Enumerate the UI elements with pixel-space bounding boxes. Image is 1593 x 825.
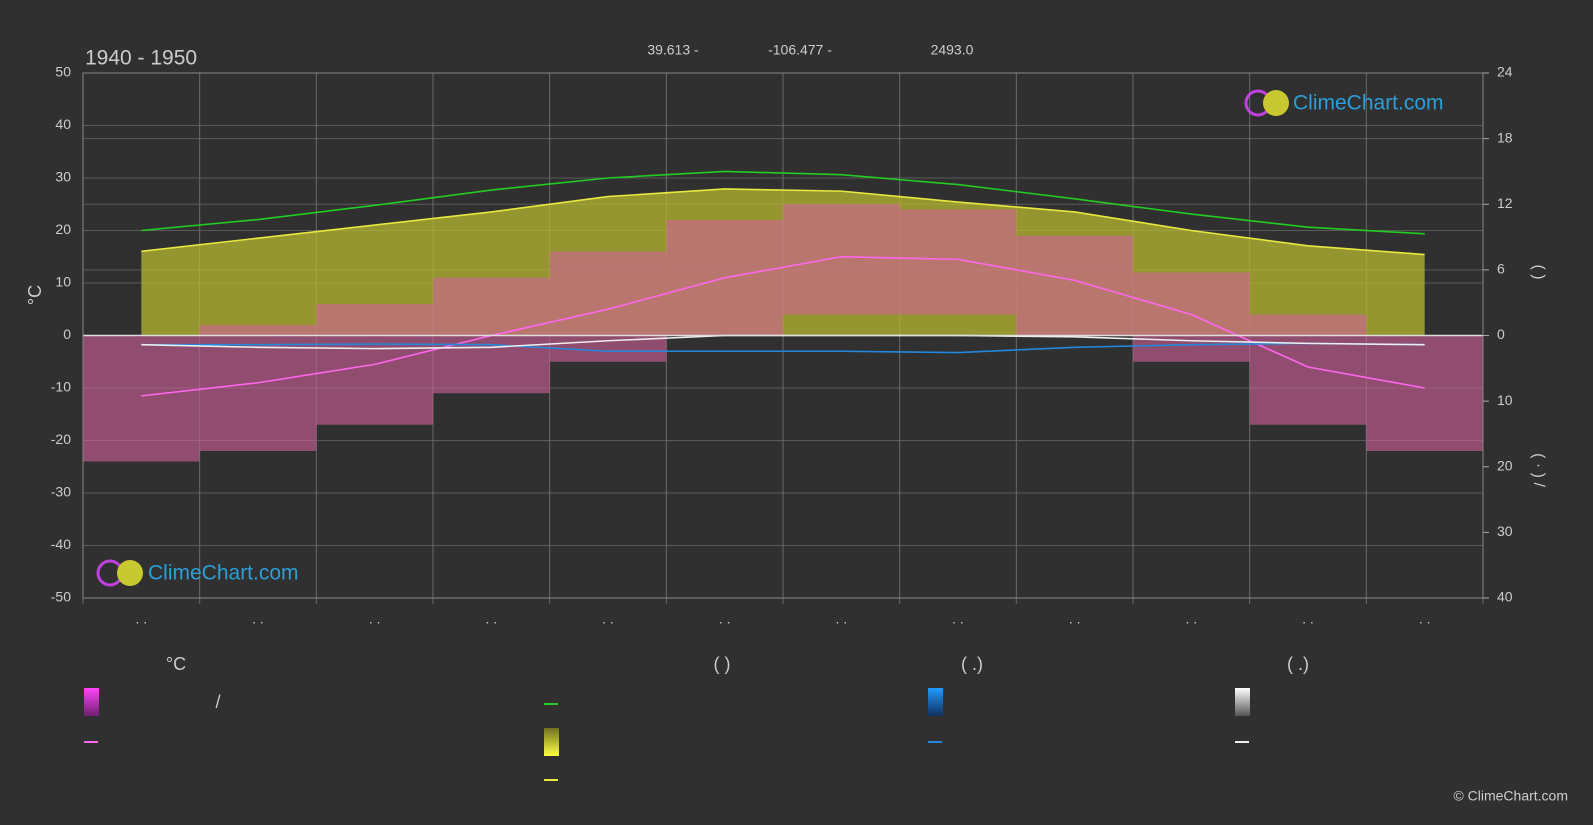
legend-swatch	[928, 688, 943, 716]
y-axis-label: °C	[25, 285, 45, 305]
y-tick-label: -40	[51, 536, 71, 552]
series-line	[141, 188, 1425, 256]
longitude: -106.477 -	[768, 42, 832, 58]
x-tick-label: . .	[1419, 611, 1431, 627]
legend-header: ( )	[714, 654, 731, 674]
latitude: 39.613 -	[647, 42, 699, 58]
y-tick-label: 20	[55, 221, 71, 237]
logo-text: ClimeChart.com	[148, 562, 299, 585]
temperature-range	[899, 209, 1017, 315]
y-tick-label: 50	[55, 64, 71, 80]
y3-tick-label: 20	[1497, 457, 1513, 473]
plot-area	[82, 72, 1484, 604]
series-line	[141, 170, 1425, 235]
y-tick-label: 30	[55, 169, 71, 185]
x-tick-label: . .	[252, 611, 264, 627]
y-tick-label: -30	[51, 484, 71, 500]
x-tick-label: . .	[1302, 611, 1314, 627]
x-tick-label: . .	[135, 611, 147, 627]
series-line	[141, 255, 1425, 397]
temperature-range	[783, 204, 900, 315]
y2-tick-label: 18	[1497, 129, 1513, 145]
x-tick-label: . .	[952, 611, 964, 627]
logo-text: ClimeChart.com	[1293, 92, 1444, 115]
y2-tick-label: 0	[1497, 326, 1505, 342]
chart-title: 1940 - 1950	[85, 47, 197, 70]
x-tick-label: . .	[369, 611, 381, 627]
x-tick-label: . .	[1185, 611, 1197, 627]
y2-tick-label: 24	[1497, 64, 1513, 80]
legend-header: ( .)	[1287, 654, 1309, 674]
y3-tick-label: 30	[1497, 523, 1513, 539]
y-tick-label: -10	[51, 379, 71, 395]
x-tick-label: . .	[719, 611, 731, 627]
temperature-range	[83, 335, 200, 462]
temperature-range	[1366, 335, 1483, 451]
temperature-range	[1016, 235, 1133, 336]
legend-swatch	[84, 688, 99, 716]
y-tick-label: 0	[63, 326, 71, 342]
legend-header: ( .)	[961, 654, 983, 674]
x-tick-label: . .	[1069, 611, 1081, 627]
legend-note: /	[215, 692, 220, 712]
legend: °C ( ) ( .) ( .) /	[84, 654, 1309, 781]
elevation: 2493.0	[931, 42, 974, 58]
temperature-range	[1133, 272, 1250, 362]
copyright: © ClimeChart.com	[1453, 788, 1568, 804]
y3-tick-label: 40	[1497, 589, 1513, 605]
temperature-range	[549, 251, 667, 362]
y-tick-label: 40	[55, 116, 71, 132]
legend-swatch	[544, 728, 559, 756]
logo: ClimeChart.com	[96, 559, 299, 587]
y3-axis-label: ( · ) /	[1530, 453, 1547, 487]
y2-tick-label: 12	[1497, 195, 1513, 211]
x-tick-label: . .	[602, 611, 614, 627]
series-line	[141, 342, 1425, 354]
legend-header: °C	[166, 654, 186, 674]
logo: ClimeChart.com	[1244, 89, 1444, 117]
y3-tick-label: 10	[1497, 392, 1513, 408]
y2-tick-label: 6	[1497, 261, 1505, 277]
x-tick-label: . .	[835, 611, 847, 627]
y-tick-label: -20	[51, 431, 71, 447]
y-tick-label: 10	[55, 274, 71, 290]
y2-axis-label: ( )	[1530, 264, 1547, 279]
y-tick-label: -50	[51, 589, 71, 605]
legend-swatch	[1235, 688, 1250, 716]
temperature-range	[1249, 314, 1367, 425]
x-tick-label: . .	[485, 611, 497, 627]
